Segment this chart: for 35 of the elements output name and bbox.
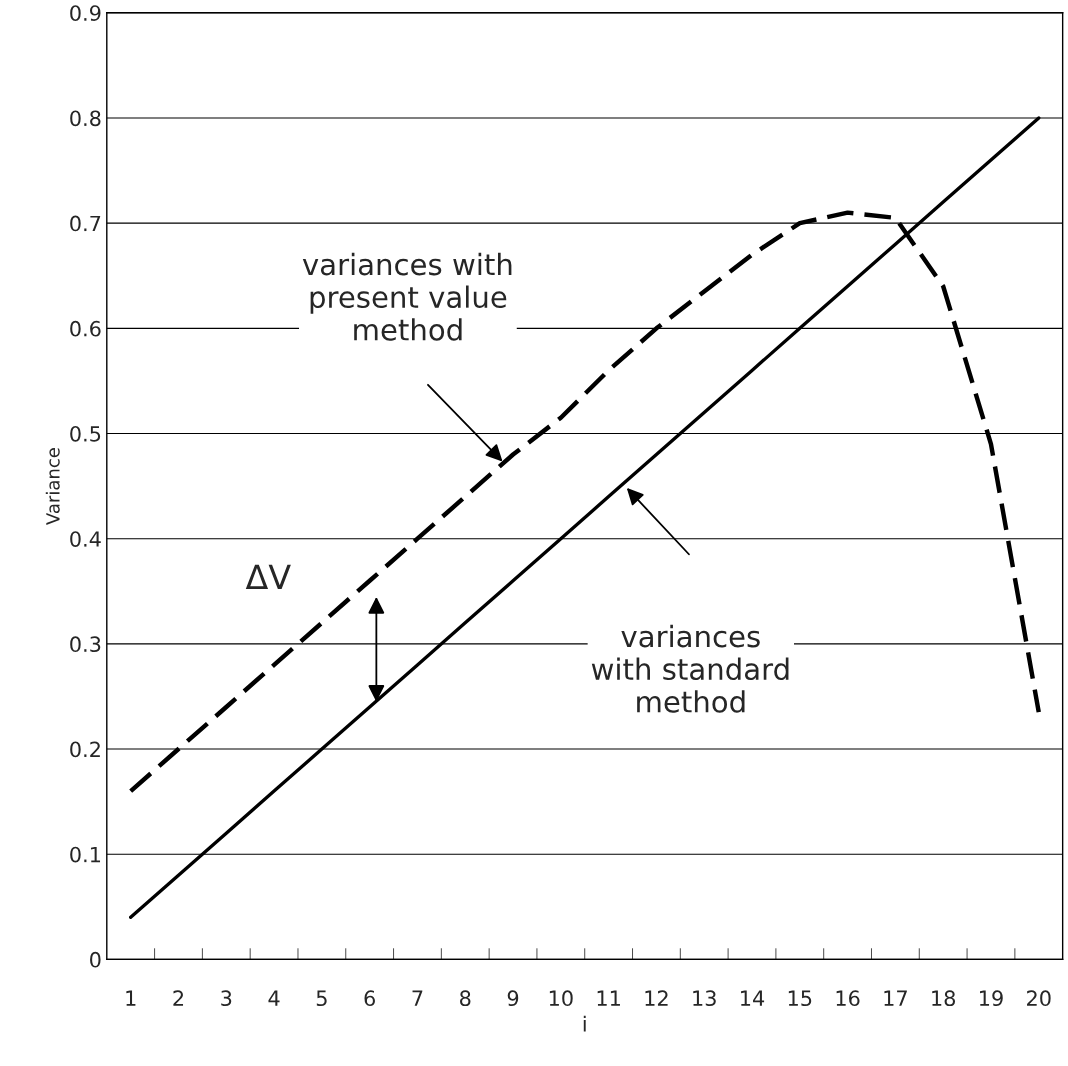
y-tick-label: 0.4: [70, 531, 101, 547]
x-tick-label: 11: [597, 990, 620, 1006]
x-tick-label: 3: [221, 990, 232, 1007]
y-tick-label: 0.3: [70, 636, 101, 653]
x-axis-title: i: [583, 1015, 586, 1032]
x-tick-label: 4: [268, 990, 280, 1006]
x-tick-label: 20: [1027, 990, 1051, 1007]
x-tick-label: 12: [645, 990, 668, 1006]
annotation: variances with present value method: [302, 252, 512, 341]
x-tick-label: 17: [884, 990, 907, 1006]
x-tick-label: 1: [126, 990, 136, 1006]
x-tick-label: 8: [460, 990, 471, 1007]
y-tick-label: 0.6: [70, 320, 101, 337]
y-tick-label: 0.7: [70, 215, 101, 232]
x-tick-label: 18: [932, 990, 956, 1007]
y-tick-label: 0.1: [70, 846, 101, 863]
y-tick-label: 0.9: [70, 5, 101, 21]
y-axis-title: Variance: [45, 448, 60, 525]
x-tick-label: 10: [549, 990, 573, 1007]
x-tick-label: 2: [173, 990, 184, 1006]
y-tick-label: 0.8: [70, 110, 101, 127]
x-tick-label: 14: [741, 990, 765, 1006]
x-tick-label: 19: [980, 990, 1003, 1007]
x-tick-label: 6: [364, 990, 375, 1007]
x-tick-label: 5: [316, 990, 327, 1007]
annotation: ΔV: [245, 564, 291, 590]
y-tick-label: 0.2: [70, 741, 100, 758]
x-tick-label: 9: [507, 990, 519, 1007]
x-tick-label: 13: [693, 990, 716, 1007]
annotation: variances with standard method: [591, 624, 789, 713]
y-tick-label: 0: [90, 951, 101, 968]
y-tick-label: 0.5: [70, 425, 101, 442]
x-tick-label: 15: [788, 990, 812, 1007]
x-tick-label: 16: [836, 990, 860, 1007]
x-tick-label: 7: [412, 990, 423, 1006]
